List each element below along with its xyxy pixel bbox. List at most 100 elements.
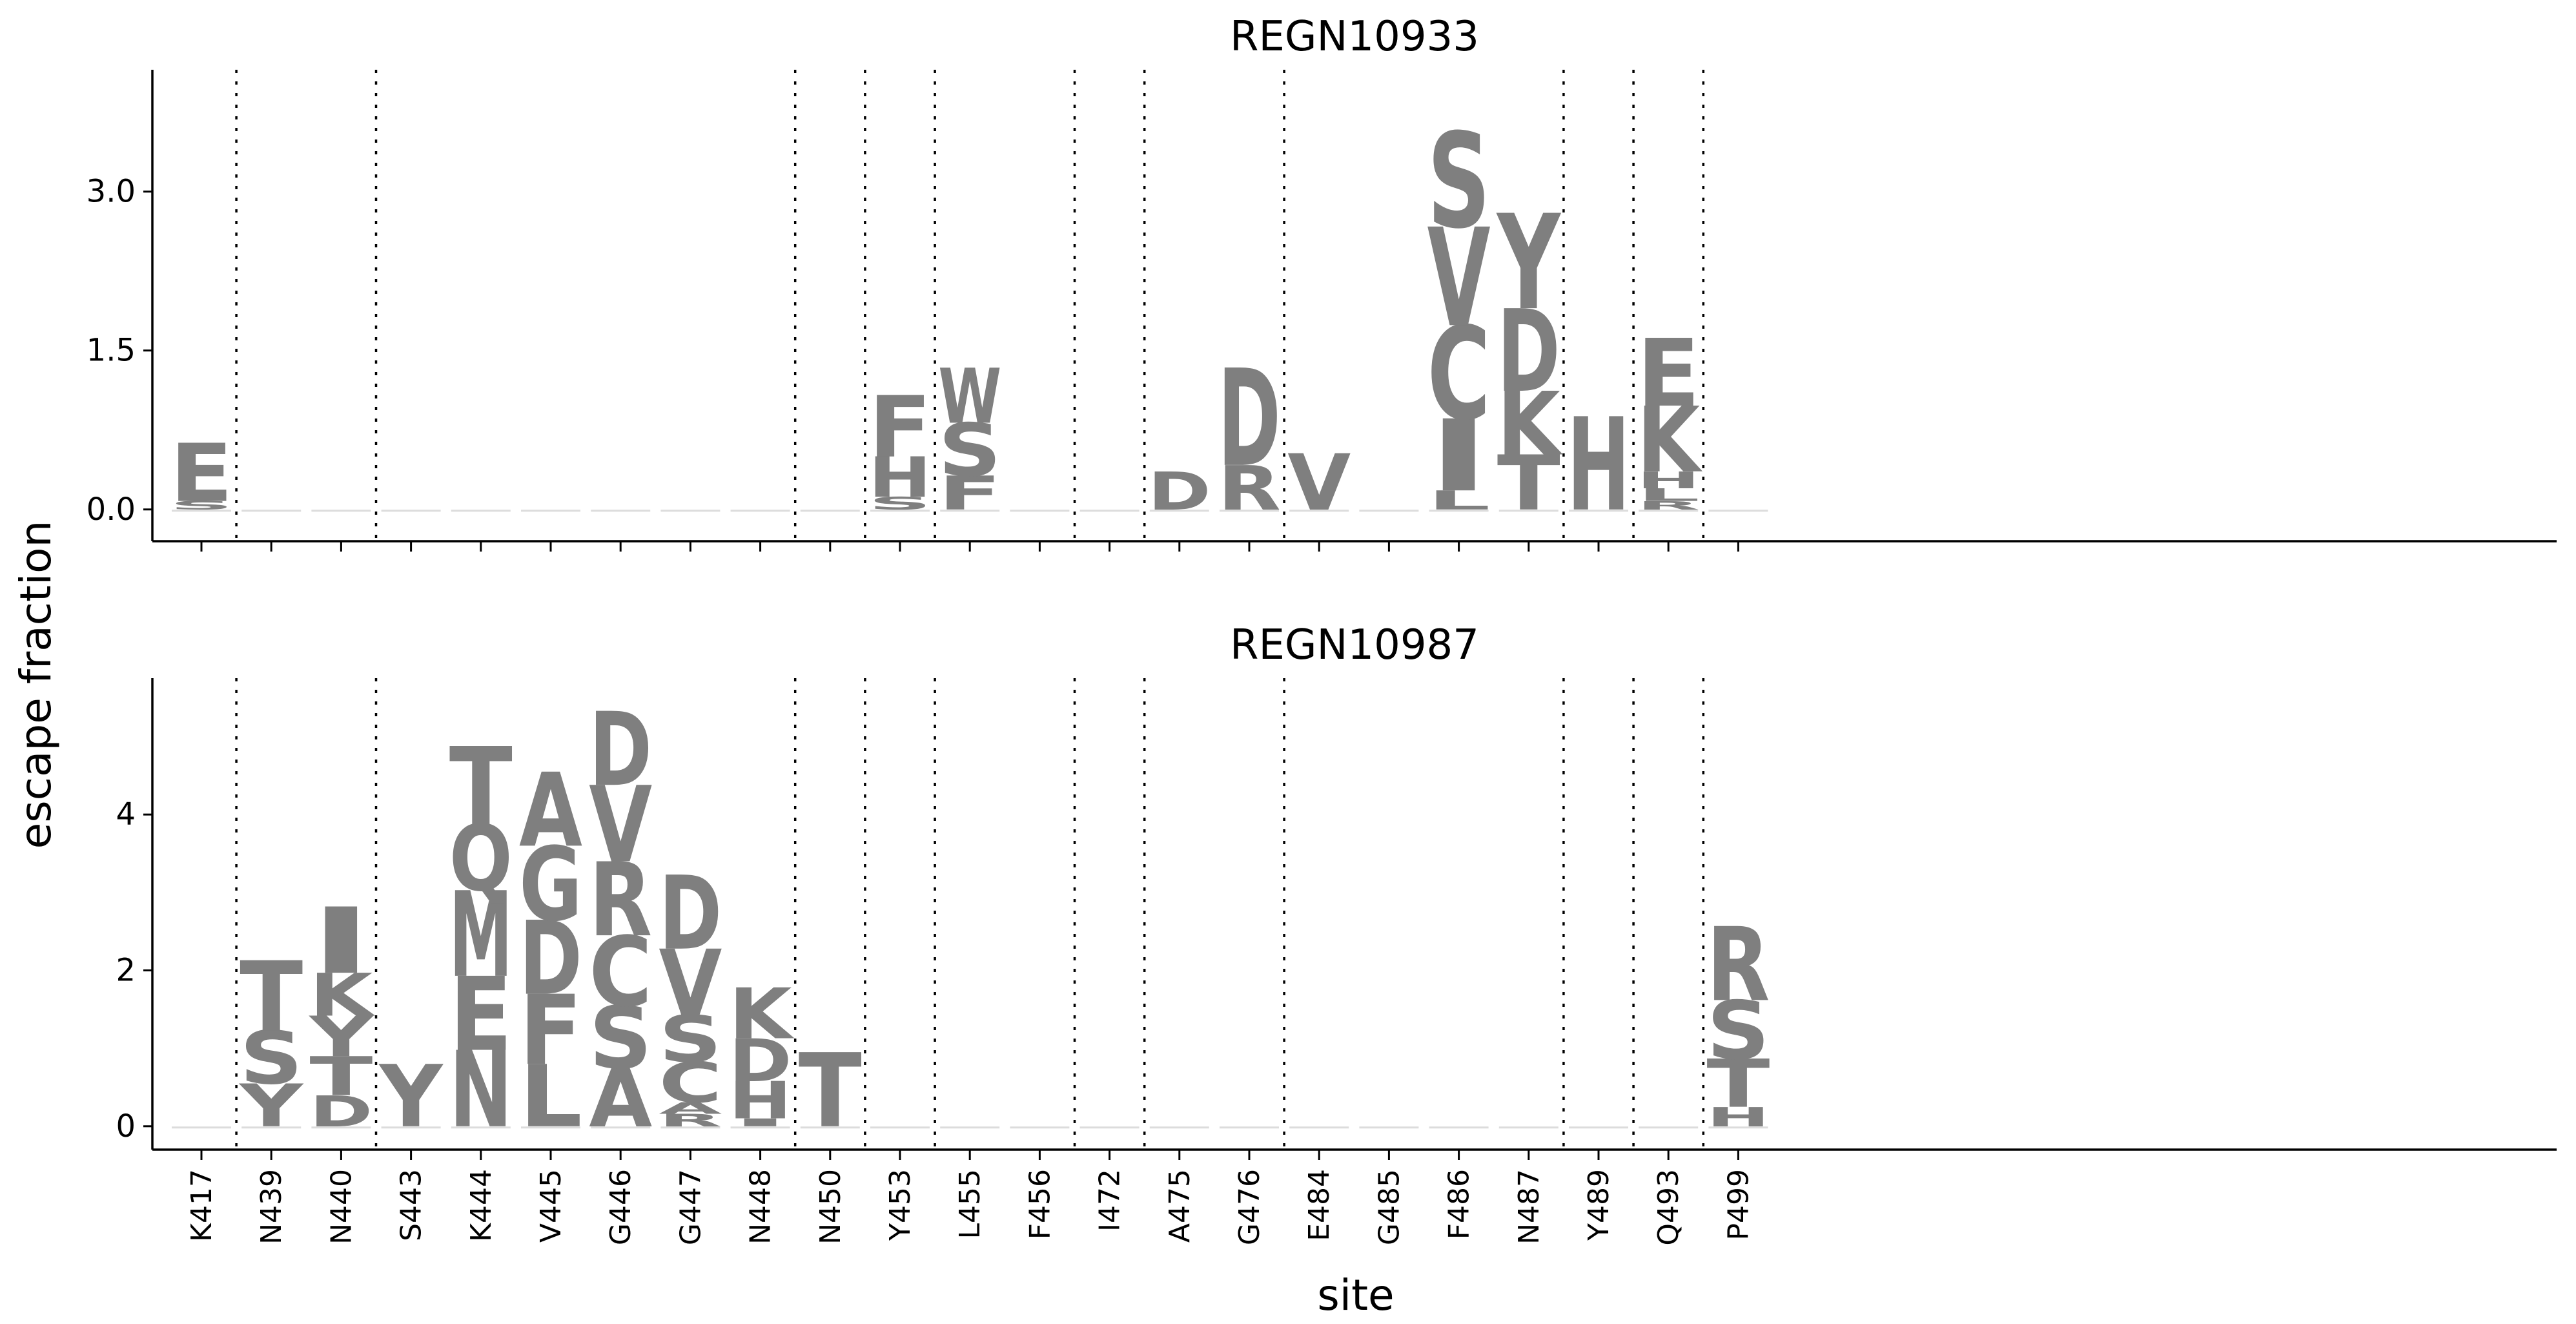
logo-letter-R: R: [589, 841, 652, 960]
logo-letter-T: T: [1706, 1046, 1770, 1122]
logo-letter-T: T: [449, 725, 513, 849]
logo-letter-S: S: [170, 499, 233, 512]
logo-letter-Q: Q: [449, 807, 513, 912]
logo-letter-I: I: [1427, 398, 1491, 513]
x-axis-label: site: [1317, 1270, 1394, 1320]
logo-letter-R: R: [1218, 453, 1281, 524]
logo-letter-N: N: [449, 1030, 513, 1152]
panel-title: REGN10987: [1230, 621, 1479, 669]
logo-letter-T: T: [309, 1046, 373, 1108]
logo-letter-S: S: [1706, 984, 1770, 1077]
logo-letter-Y: Y: [238, 1072, 304, 1141]
logo-letter-D: D: [1497, 286, 1560, 418]
logo-letter-K: K: [1497, 374, 1563, 475]
logo-letter-K: K: [1637, 388, 1703, 493]
logo-letter-S: S: [659, 1002, 722, 1077]
logo-letter-Y: Y: [308, 1005, 374, 1070]
logo-letter-D: D: [1148, 461, 1211, 522]
logo-letter-T: T: [1497, 439, 1560, 528]
site-label-E484: E484: [1303, 1169, 1336, 1241]
logo-letter-S: S: [1427, 105, 1491, 258]
logo-letter-H: H: [1567, 391, 1630, 540]
logo-letter-L: L: [519, 1047, 582, 1146]
logo-letter-C: C: [589, 917, 652, 1029]
site-label-F486: F486: [1443, 1169, 1476, 1239]
logo-letter-S: S: [240, 1017, 303, 1101]
logo-letter-H: H: [1637, 467, 1700, 494]
site-label-K444: K444: [465, 1169, 498, 1242]
site-label-L455: L455: [954, 1169, 986, 1239]
logo-letter-V: V: [1427, 200, 1491, 357]
site-labels: K417 N439 N440 S443 K444 V445 G446 G447 N448 N450…: [185, 1169, 1755, 1246]
logo-letter-I: I: [309, 888, 373, 994]
site-label-G476: G476: [1233, 1169, 1266, 1245]
site-label-Y453: Y453: [884, 1169, 917, 1241]
logo-letter-A: A: [659, 1099, 722, 1117]
logo-letter-D: D: [589, 690, 652, 809]
logo-letter-D: D: [1218, 341, 1281, 497]
y-tick-label: 3.0: [87, 174, 136, 210]
logo-letter-R: R: [659, 1110, 722, 1130]
logo-letter-I: I: [729, 1116, 792, 1128]
y-tick-label: 2: [116, 952, 136, 988]
y-axis-label: escape fraction: [11, 521, 61, 849]
logo-letter-C: C: [659, 1051, 722, 1115]
site-label-P499: P499: [1722, 1169, 1755, 1241]
logo-letter-V: V: [589, 765, 652, 886]
logo-letter-S: S: [868, 493, 932, 513]
site-label-N487: N487: [1513, 1169, 1546, 1245]
panel-title: REGN10933: [1230, 13, 1479, 61]
logo-letter-A: A: [589, 1052, 652, 1146]
logo-letter-E: E: [449, 956, 513, 1074]
logo-letter-E: E: [170, 427, 233, 520]
logo-letter-Y: Y: [378, 1047, 444, 1146]
logo-letter-R: R: [1637, 499, 1700, 512]
logo-letter-C: C: [1427, 300, 1491, 449]
site-label-A475: A475: [1163, 1169, 1196, 1243]
logo-letter-H: H: [868, 446, 932, 510]
y-tick-label: 1.5: [87, 333, 136, 369]
logo-letter-D: D: [659, 854, 722, 973]
site-label-F456: F456: [1023, 1169, 1056, 1239]
logo-letter-F: F: [938, 466, 1001, 521]
logo-letter-L: L: [1637, 485, 1700, 505]
logo-letter-D: D: [519, 900, 582, 1018]
y-tick-label: 0.0: [87, 491, 136, 528]
site-label-Q493: Q493: [1652, 1169, 1685, 1246]
logo-letter-F: F: [868, 379, 932, 477]
site-label-Y489: Y489: [1582, 1169, 1615, 1241]
site-label-G485: G485: [1373, 1169, 1406, 1245]
logo-letter-D: D: [729, 1026, 792, 1095]
logo-letter-K: K: [309, 961, 375, 1029]
logo-letter-S: S: [589, 988, 652, 1088]
logo-letter-S: S: [938, 409, 1001, 493]
logo-letter-M: M: [449, 867, 513, 1004]
logo-letter-H: H: [729, 1071, 792, 1131]
site-label-G447: G447: [674, 1169, 707, 1245]
site-label-V445: V445: [535, 1169, 567, 1243]
logo-letter-F: F: [519, 975, 582, 1087]
site-label-G446: G446: [604, 1169, 637, 1245]
y-tick-label: 0: [116, 1108, 136, 1144]
logo-letter-T: T: [799, 1032, 862, 1151]
site-label-N448: N448: [744, 1169, 777, 1245]
logo-letter-R: R: [1706, 905, 1770, 1024]
logo-letter-D: D: [309, 1086, 373, 1136]
logo-letter-L: L: [1427, 485, 1491, 515]
site-label-N440: N440: [325, 1169, 358, 1245]
logo-letter-H: H: [1706, 1102, 1770, 1133]
logo-letter-T: T: [240, 941, 303, 1053]
logo-letter-Y: Y: [1496, 187, 1561, 339]
logo-letter-W: W: [938, 353, 1001, 440]
logo-letter-V: V: [659, 931, 722, 1037]
logo-letter-V: V: [1287, 439, 1351, 528]
site-label-I472: I472: [1094, 1169, 1127, 1232]
logo-letter-K: K: [729, 974, 795, 1055]
site-label-K417: K417: [185, 1169, 218, 1242]
logo-letter-A: A: [519, 752, 582, 870]
